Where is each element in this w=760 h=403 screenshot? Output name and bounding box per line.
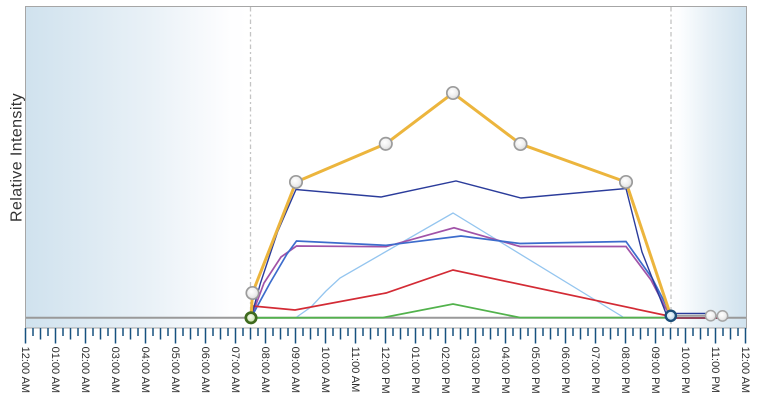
svg-text:03:00 AM: 03:00 AM: [109, 347, 121, 393]
svg-text:06:00 AM: 06:00 AM: [199, 347, 211, 393]
svg-text:08:00 PM: 08:00 PM: [619, 347, 631, 394]
svg-text:03:00 PM: 03:00 PM: [469, 347, 481, 394]
svg-text:12:00 PM: 12:00 PM: [379, 347, 391, 394]
svg-text:10:00 AM: 10:00 AM: [319, 347, 331, 393]
svg-text:12:00 AM: 12:00 AM: [739, 347, 751, 393]
svg-text:04:00 AM: 04:00 AM: [139, 347, 151, 393]
svg-text:04:00 PM: 04:00 PM: [499, 347, 511, 394]
svg-text:Relative Intensity: Relative Intensity: [8, 93, 25, 222]
svg-text:12:00 AM: 12:00 AM: [19, 347, 31, 393]
svg-text:01:00 AM: 01:00 AM: [49, 347, 61, 393]
svg-text:11:00 PM: 11:00 PM: [709, 347, 721, 393]
svg-text:05:00 AM: 05:00 AM: [169, 347, 181, 393]
svg-text:09:00 PM: 09:00 PM: [649, 347, 661, 394]
svg-text:10:00 PM: 10:00 PM: [679, 347, 691, 394]
svg-text:11:00 AM: 11:00 AM: [349, 347, 361, 393]
svg-text:02:00 PM: 02:00 PM: [439, 347, 451, 394]
svg-text:06:00 PM: 06:00 PM: [559, 347, 571, 394]
svg-text:05:00 PM: 05:00 PM: [529, 347, 541, 394]
svg-text:09:00 AM: 09:00 AM: [289, 347, 301, 393]
svg-text:08:00 AM: 08:00 AM: [259, 347, 271, 393]
svg-text:02:00 AM: 02:00 AM: [79, 347, 91, 393]
svg-text:07:00 AM: 07:00 AM: [229, 347, 241, 393]
svg-text:07:00 PM: 07:00 PM: [589, 347, 601, 394]
svg-text:01:00 PM: 01:00 PM: [409, 347, 421, 394]
